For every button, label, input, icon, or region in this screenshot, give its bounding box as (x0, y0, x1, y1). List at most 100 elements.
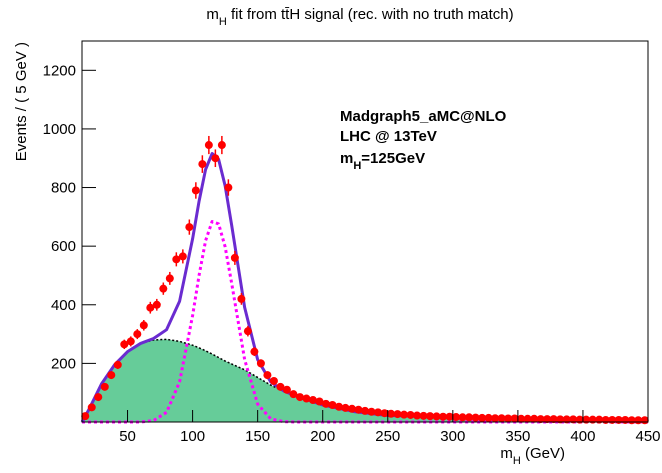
data-point (165, 274, 174, 283)
y-tick-label: 400 (51, 297, 76, 314)
x-tick-label: 250 (375, 428, 400, 445)
data-point (341, 403, 350, 412)
data-point (354, 405, 363, 414)
data-point (419, 411, 428, 420)
annotation-part: H (353, 160, 361, 172)
data-point (237, 294, 246, 303)
x-tick-label: 100 (180, 428, 205, 445)
data-point (230, 253, 239, 262)
data-point (569, 415, 578, 424)
data-point (471, 413, 480, 422)
data-point (282, 385, 291, 394)
chart-title-part: H (219, 16, 227, 28)
x-tick-label: 350 (505, 428, 530, 445)
data-point (374, 408, 383, 417)
y-tick-label: 1000 (43, 121, 76, 138)
data-point (211, 154, 220, 163)
annotation-part: m (340, 150, 353, 167)
data-point (478, 413, 487, 422)
data-point (159, 284, 168, 293)
chart-title: mH fit from tt̄H signal (rec. with no tr… (206, 6, 513, 28)
data-point (224, 183, 233, 192)
data-point (133, 330, 142, 339)
y-axis-label: Events / ( 5 GeV ) (13, 42, 30, 161)
data-point (484, 413, 493, 422)
data-point (146, 303, 155, 312)
x-axis-label-part: (GeV) (521, 445, 565, 462)
data-point (269, 376, 278, 385)
chart-title-part: fit from tt̄H signal (rec. with no truth… (227, 6, 514, 23)
annotation: Madgraph5_aMC@NLO (340, 108, 507, 125)
data-point (504, 414, 513, 423)
data-point (172, 255, 181, 264)
plot-frame (81, 40, 649, 423)
data-point (308, 396, 317, 405)
data-point (289, 390, 298, 399)
chart-title-part: m (206, 6, 219, 23)
data-point (139, 321, 148, 330)
data-point (347, 404, 356, 413)
data-point (361, 406, 369, 415)
data-point (543, 415, 552, 424)
data-point (367, 407, 376, 416)
y-tick-label: 200 (51, 355, 76, 372)
data-point (328, 401, 337, 410)
data-point (321, 399, 330, 408)
x-axis-label-part: m (500, 445, 513, 462)
y-tick-label: 800 (51, 180, 76, 197)
data-point (426, 412, 435, 421)
x-axis-label: mH (GeV) (500, 445, 565, 467)
data-point (432, 412, 441, 421)
x-tick-label: 300 (440, 428, 465, 445)
data-point (276, 382, 285, 391)
data-point (536, 415, 545, 424)
data-point (243, 327, 252, 336)
data-point (263, 371, 272, 380)
data-point (406, 410, 415, 419)
data-point (452, 413, 461, 422)
data-point (517, 414, 526, 423)
data-point (152, 300, 161, 309)
data-point (380, 409, 389, 418)
x-tick-label: 50 (119, 428, 136, 445)
annotation-part: =125GeV (361, 150, 425, 167)
data-point (120, 340, 129, 349)
x-tick-label: 150 (245, 428, 270, 445)
data-point (113, 360, 122, 369)
x-axis-label-part: H (513, 455, 521, 467)
data-point (178, 252, 187, 261)
data-point (107, 371, 116, 380)
x-tick-label: 400 (570, 428, 595, 445)
data-point (497, 414, 506, 423)
y-tick-label: 1200 (43, 62, 76, 79)
data-point (315, 397, 324, 406)
data-point (549, 415, 558, 424)
data-point (562, 415, 571, 424)
data-point (556, 415, 565, 424)
x-tick-label: 450 (635, 428, 660, 445)
annotation: LHC @ 13TeV (340, 128, 437, 145)
data-point (204, 141, 213, 150)
x-tick-label: 200 (310, 428, 335, 445)
data-point (250, 347, 259, 356)
data-point (510, 414, 519, 423)
data-point (393, 410, 402, 419)
data-point (334, 402, 343, 411)
background-area (82, 339, 648, 422)
data-point (491, 414, 500, 423)
annotation: mH=125GeV (340, 150, 425, 172)
data-point (198, 160, 207, 169)
data-point (458, 413, 467, 422)
data-point (400, 410, 409, 419)
data-point (465, 413, 474, 422)
y-tick-label: 600 (51, 238, 76, 255)
data-point (191, 186, 200, 195)
data-point (87, 403, 96, 412)
data-point (94, 393, 103, 402)
data-point (439, 412, 448, 421)
data-point (256, 359, 265, 368)
data-point (523, 414, 532, 423)
data-point (81, 412, 90, 421)
